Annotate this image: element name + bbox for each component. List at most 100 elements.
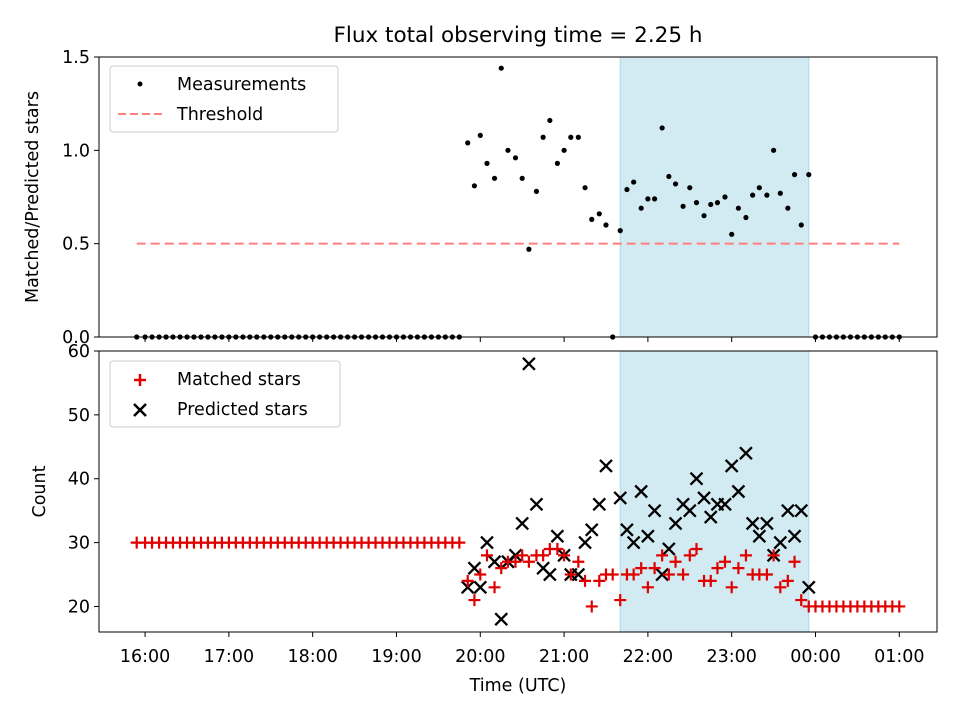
measurement-point	[484, 160, 490, 166]
predicted-star-point	[697, 491, 711, 505]
matched-star-point	[677, 568, 690, 581]
matched-star-point	[593, 574, 606, 587]
x-tick-label: 18:00	[287, 647, 337, 667]
measurement-point	[512, 155, 519, 161]
y-tick-label: 20	[68, 597, 90, 617]
measurement-point	[729, 231, 735, 237]
measurement-point	[756, 185, 762, 191]
measurement-point	[750, 192, 756, 198]
matched-star-point	[641, 581, 654, 594]
measurement-point	[651, 196, 658, 202]
matched-star-point	[725, 581, 738, 594]
predicted-star-point	[543, 567, 557, 582]
measurement-point	[519, 175, 525, 181]
shaded-span-rect	[619, 350, 810, 633]
matched-star-point	[683, 549, 696, 562]
matched-star-point	[516, 549, 529, 562]
x-tick-label: 00:00	[790, 647, 840, 667]
predicted-star-point	[634, 484, 648, 499]
measurement-point	[568, 134, 574, 140]
measurement-point	[582, 185, 588, 191]
count-y-axis: 20 30 40 50 60	[68, 342, 99, 617]
matched-star-point	[480, 549, 493, 562]
measurement-point	[785, 205, 791, 211]
measurement-point	[533, 188, 540, 194]
predicted-star-point	[794, 503, 809, 518]
matched-star-point	[788, 555, 801, 568]
matched-star-point	[551, 542, 564, 555]
predicted-star-point	[724, 459, 739, 473]
predicted-star-point	[599, 459, 613, 473]
predicted-star-point	[689, 471, 704, 486]
count-legend-box	[109, 360, 341, 428]
predicted-star-point	[647, 503, 662, 518]
measurement-point	[589, 216, 595, 222]
ratio-legend: Measurements Threshold	[109, 65, 339, 133]
y-tick-label: 1.5	[62, 48, 90, 68]
y-tick-label: 50	[68, 406, 90, 426]
ratio-axes-frame	[98, 56, 938, 338]
predicted-star-point	[494, 612, 509, 627]
predicted-star-point	[739, 446, 753, 460]
matched-star-point	[893, 600, 906, 613]
measurement-point	[806, 172, 812, 178]
matched-star-point	[760, 568, 773, 581]
measurement-point	[764, 192, 770, 198]
matched-star-point	[739, 549, 752, 562]
ratio-y-axis-label: Matched/Predicted stars	[23, 91, 43, 303]
observing-window-span	[619, 350, 810, 633]
measurement-point	[491, 175, 498, 181]
predicted-star-point	[745, 516, 760, 531]
predicted-star-point	[480, 535, 494, 550]
x-tick-label: 17:00	[204, 647, 254, 667]
x-tick-label: 19:00	[371, 647, 421, 667]
predicted-star-point	[460, 580, 475, 595]
predicted-star-point	[682, 503, 697, 518]
predicted-star-point	[801, 580, 816, 595]
measurement-point	[624, 186, 630, 193]
count-legend: Matched stars Predicted stars	[109, 360, 341, 428]
matched-star-point	[537, 549, 550, 562]
count-y-axis-label: Count	[30, 465, 50, 517]
y-tick-label: 0.5	[62, 235, 90, 255]
predicted-star-point	[620, 523, 634, 537]
predicted-star-point	[787, 529, 802, 544]
matched-star-point	[690, 542, 703, 555]
matched-star-point	[635, 562, 648, 575]
predicted-star-point	[626, 535, 641, 550]
predicted-star-point	[703, 510, 718, 524]
measurement-point	[505, 147, 511, 153]
matched-star-point	[774, 581, 787, 594]
measurement-point	[540, 134, 546, 140]
x-tick-label: 16:00	[120, 647, 170, 667]
predicted-star-point	[584, 523, 599, 537]
matched-star-point	[558, 549, 571, 562]
predicted-star-point	[522, 356, 536, 371]
matched-star-points	[130, 536, 906, 613]
matched-star-point	[614, 594, 627, 607]
predicted-star-point	[571, 567, 586, 582]
predicted-star-point	[718, 497, 732, 512]
matched-star-point	[522, 555, 535, 568]
measurement-point	[638, 205, 644, 211]
measurement-point	[687, 185, 693, 191]
time-x-axis-label: Time (UTC)	[469, 676, 567, 696]
ratio-y-axis: 0.0 0.5 1.0 1.5	[62, 48, 99, 348]
measurement-point	[798, 222, 804, 228]
measurement-point	[680, 203, 686, 209]
measurement-point	[777, 190, 783, 196]
measurement-point	[477, 132, 483, 138]
predicted-star-point	[613, 491, 628, 505]
count-axes-frame	[98, 350, 938, 633]
measurement-point	[672, 181, 679, 187]
measurement-point	[603, 222, 609, 228]
measurement-point	[554, 160, 560, 166]
measurement-point	[631, 179, 637, 185]
matched-star-point	[572, 555, 585, 568]
measurement-point	[645, 196, 651, 202]
measurement-point	[596, 211, 602, 217]
matched-star-point	[488, 581, 501, 594]
matched-star-point	[495, 562, 508, 575]
predicted-star-point	[760, 516, 774, 531]
